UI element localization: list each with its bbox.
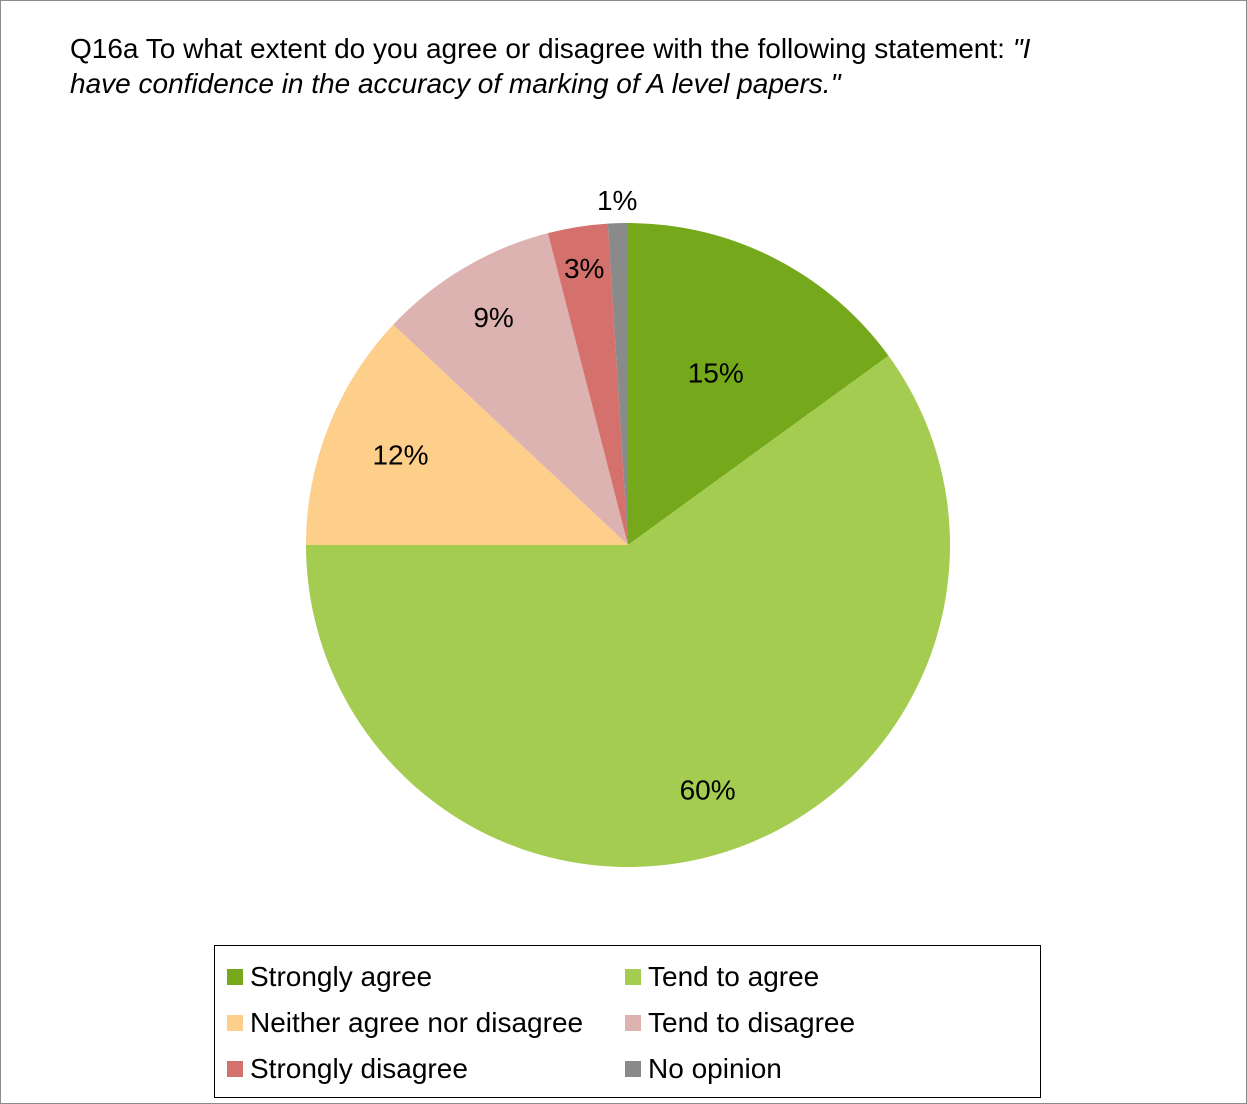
pie-slice-no-opinion — [607, 223, 628, 545]
chart-title-text: Q16a To what extent do you agree or disa… — [70, 33, 1013, 64]
pie-slice-neither-agree-nor-disagree — [306, 324, 628, 545]
data-label-strongly-agree: 15% — [688, 357, 744, 388]
legend-item-tend-to-disagree: Tend to disagree — [625, 1000, 1025, 1046]
legend-item-neither: Neither agree nor disagree — [227, 1000, 625, 1046]
legend-item-strongly-disagree: Strongly disagree — [227, 1046, 625, 1092]
data-label-strongly-disagree: 3% — [564, 253, 604, 284]
legend: Strongly agree Tend to agree Neither agr… — [214, 945, 1041, 1098]
legend-swatch — [227, 1015, 243, 1031]
legend-label: Tend to disagree — [648, 1007, 856, 1038]
pie-slice-tend-to-disagree — [393, 233, 628, 546]
legend-label: Strongly disagree — [250, 1053, 468, 1084]
legend-swatch — [625, 969, 641, 985]
legend-label: Neither agree nor disagree — [250, 1007, 584, 1038]
legend-item-strongly-agree: Strongly agree — [227, 954, 625, 1000]
chart-title: Q16a To what extent do you agree or disa… — [70, 31, 1050, 101]
legend-label: No opinion — [648, 1053, 782, 1084]
data-label-tend-to-agree: 60% — [680, 774, 736, 805]
legend-label: Strongly agree — [250, 961, 433, 992]
pie-slice-tend-to-agree — [306, 355, 951, 867]
legend-swatch — [227, 1061, 243, 1077]
data-label-tend-to-disagree: 9% — [473, 302, 513, 333]
legend-swatch — [625, 1061, 641, 1077]
legend-swatch — [227, 969, 243, 985]
legend-label: Tend to agree — [648, 961, 820, 992]
legend-swatch — [625, 1015, 641, 1031]
chart-title-quote: "I have confidence in the accuracy of ma… — [70, 33, 1031, 99]
pie-slice-strongly-disagree — [547, 223, 628, 546]
data-label-neither-agree-nor-disagree: 12% — [372, 439, 428, 470]
pie-slice-strongly-agree — [628, 223, 889, 545]
data-label-no-opinion: 1% — [597, 185, 637, 216]
legend-item-no-opinion: No opinion — [625, 1046, 1025, 1092]
legend-item-tend-to-agree: Tend to agree — [625, 954, 1025, 1000]
